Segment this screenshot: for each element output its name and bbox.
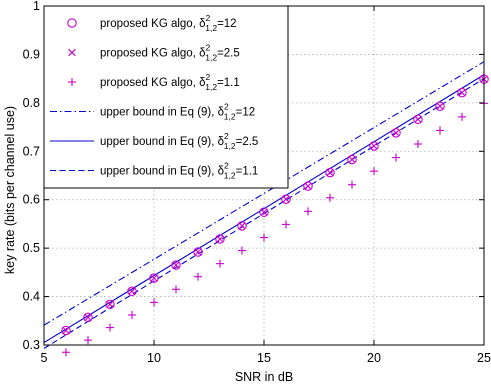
data-point-plus bbox=[392, 153, 400, 162]
data-point-circle bbox=[369, 141, 379, 151]
data-point-plus bbox=[458, 112, 466, 121]
legend-label: proposed KG algo, δ2 1,2=2.5 bbox=[100, 43, 240, 63]
tick-labels: 5 10 15 20 25 0.3 0.4 0.5 0.6 0.7 0.8 0.9 1 bbox=[23, 0, 491, 365]
legend-marker-circle bbox=[67, 18, 77, 28]
data-point-circle bbox=[105, 299, 115, 310]
y-axis-label: key rate (bits per channel use) bbox=[3, 106, 17, 274]
series-line-dashdot bbox=[43, 61, 485, 326]
data-point-plus bbox=[326, 193, 334, 202]
data-point-x bbox=[370, 142, 378, 150]
y-tick-label: 0.8 bbox=[23, 96, 40, 110]
data-point-circle bbox=[347, 154, 357, 165]
data-point-x bbox=[436, 102, 444, 110]
y-tick-label: 0.4 bbox=[23, 290, 40, 304]
data-point-circle bbox=[215, 234, 225, 244]
data-point-circle bbox=[83, 312, 93, 323]
legend-item: upper bound in Eq (9), δ2 1,2=12 bbox=[50, 102, 255, 122]
data-point-circle bbox=[303, 181, 313, 191]
y-tick-label: 0.7 bbox=[23, 144, 40, 158]
x-tick-label: 20 bbox=[367, 351, 381, 365]
legend-item: upper bound in Eq (9), δ2 1,2=1.1 bbox=[50, 161, 258, 181]
data-point-circle bbox=[237, 221, 247, 231]
legend-item: proposed KG algo, δ2 1,2=1.1 bbox=[68, 72, 240, 92]
y-tick-label: 0.9 bbox=[23, 47, 40, 61]
data-point-plus bbox=[304, 207, 312, 216]
data-point-x bbox=[194, 248, 202, 256]
data-point-plus bbox=[194, 272, 202, 281]
data-point-x bbox=[172, 261, 180, 269]
data-point-plus bbox=[216, 259, 224, 268]
legend-label: proposed KG algo, δ2 1,2=1.1 bbox=[100, 72, 240, 92]
legend-marker-plus bbox=[68, 78, 76, 86]
data-point-x bbox=[216, 235, 224, 243]
data-point-plus bbox=[172, 285, 180, 294]
series-markers bbox=[61, 74, 489, 357]
series-line-dashed bbox=[43, 78, 485, 349]
data-point-x bbox=[260, 208, 268, 216]
y-tick-label: 1 bbox=[33, 0, 40, 13]
data-point-x bbox=[128, 287, 136, 295]
data-point-circle bbox=[435, 101, 445, 111]
x-tick-label: 25 bbox=[477, 351, 491, 365]
legend-label: upper bound in Eq (9), δ2 1,2=12 bbox=[100, 102, 255, 122]
data-point-plus bbox=[128, 310, 136, 319]
y-tick-label: 0.3 bbox=[23, 338, 40, 352]
x-axis-label: SNR in dB bbox=[235, 370, 293, 384]
legend-label: proposed KG algo, δ2 1,2=12 bbox=[100, 13, 237, 33]
data-point-circle bbox=[149, 273, 159, 283]
data-point-x bbox=[84, 313, 92, 322]
data-point-x bbox=[458, 88, 466, 97]
legend-label: upper bound in Eq (9), δ2 1,2=1.1 bbox=[100, 161, 258, 181]
data-point-x bbox=[326, 168, 334, 177]
x-tick-label: 10 bbox=[147, 351, 161, 365]
data-point-x bbox=[282, 195, 290, 203]
x-tick-label: 5 bbox=[41, 351, 48, 365]
y-tick-label: 0.5 bbox=[23, 241, 40, 255]
data-point-circle bbox=[457, 87, 467, 98]
legend-item: proposed KG algo, δ2 1,2=12 bbox=[67, 13, 237, 33]
data-point-circle bbox=[325, 167, 335, 178]
data-point-x bbox=[414, 115, 422, 124]
data-point-plus bbox=[436, 126, 444, 135]
data-point-circle bbox=[193, 247, 203, 257]
data-point-plus bbox=[84, 336, 92, 345]
legend: proposed KG algo, δ2 1,2=12 proposed KG al… bbox=[43, 5, 289, 189]
data-point-x bbox=[392, 129, 400, 137]
data-point-plus bbox=[282, 220, 290, 229]
y-tick-label: 0.6 bbox=[23, 193, 40, 207]
legend-item: proposed KG algo, δ2 1,2=2.5 bbox=[68, 43, 240, 63]
data-point-plus bbox=[414, 140, 422, 149]
data-point-plus bbox=[150, 298, 158, 307]
data-point-x bbox=[238, 222, 246, 230]
data-point-circle bbox=[391, 128, 401, 138]
data-point-circle bbox=[413, 114, 423, 125]
data-point-circle bbox=[61, 325, 71, 336]
legend-label: upper bound in Eq (9), δ2 1,2=2.5 bbox=[100, 131, 258, 151]
data-point-plus bbox=[62, 348, 70, 357]
data-point-plus bbox=[370, 167, 378, 176]
series-lines bbox=[43, 61, 485, 349]
data-point-x bbox=[348, 155, 356, 164]
data-point-circle bbox=[281, 194, 291, 204]
legend-item: upper bound in Eq (9), δ2 1,2=2.5 bbox=[50, 131, 258, 151]
legend-marker-x bbox=[68, 48, 76, 57]
data-point-circle bbox=[127, 286, 137, 296]
data-point-plus bbox=[348, 180, 356, 189]
data-point-plus bbox=[106, 323, 114, 332]
x-tick-label: 15 bbox=[257, 351, 271, 365]
data-point-circle bbox=[171, 260, 181, 270]
legend-box bbox=[43, 5, 289, 189]
series-line-solid bbox=[43, 74, 485, 344]
data-point-x bbox=[62, 326, 70, 335]
data-point-x bbox=[150, 274, 158, 282]
data-point-circle bbox=[259, 207, 269, 218]
data-point-plus bbox=[238, 246, 246, 255]
data-point-x bbox=[304, 182, 312, 190]
data-point-x bbox=[106, 300, 114, 309]
data-point-plus bbox=[260, 233, 268, 242]
